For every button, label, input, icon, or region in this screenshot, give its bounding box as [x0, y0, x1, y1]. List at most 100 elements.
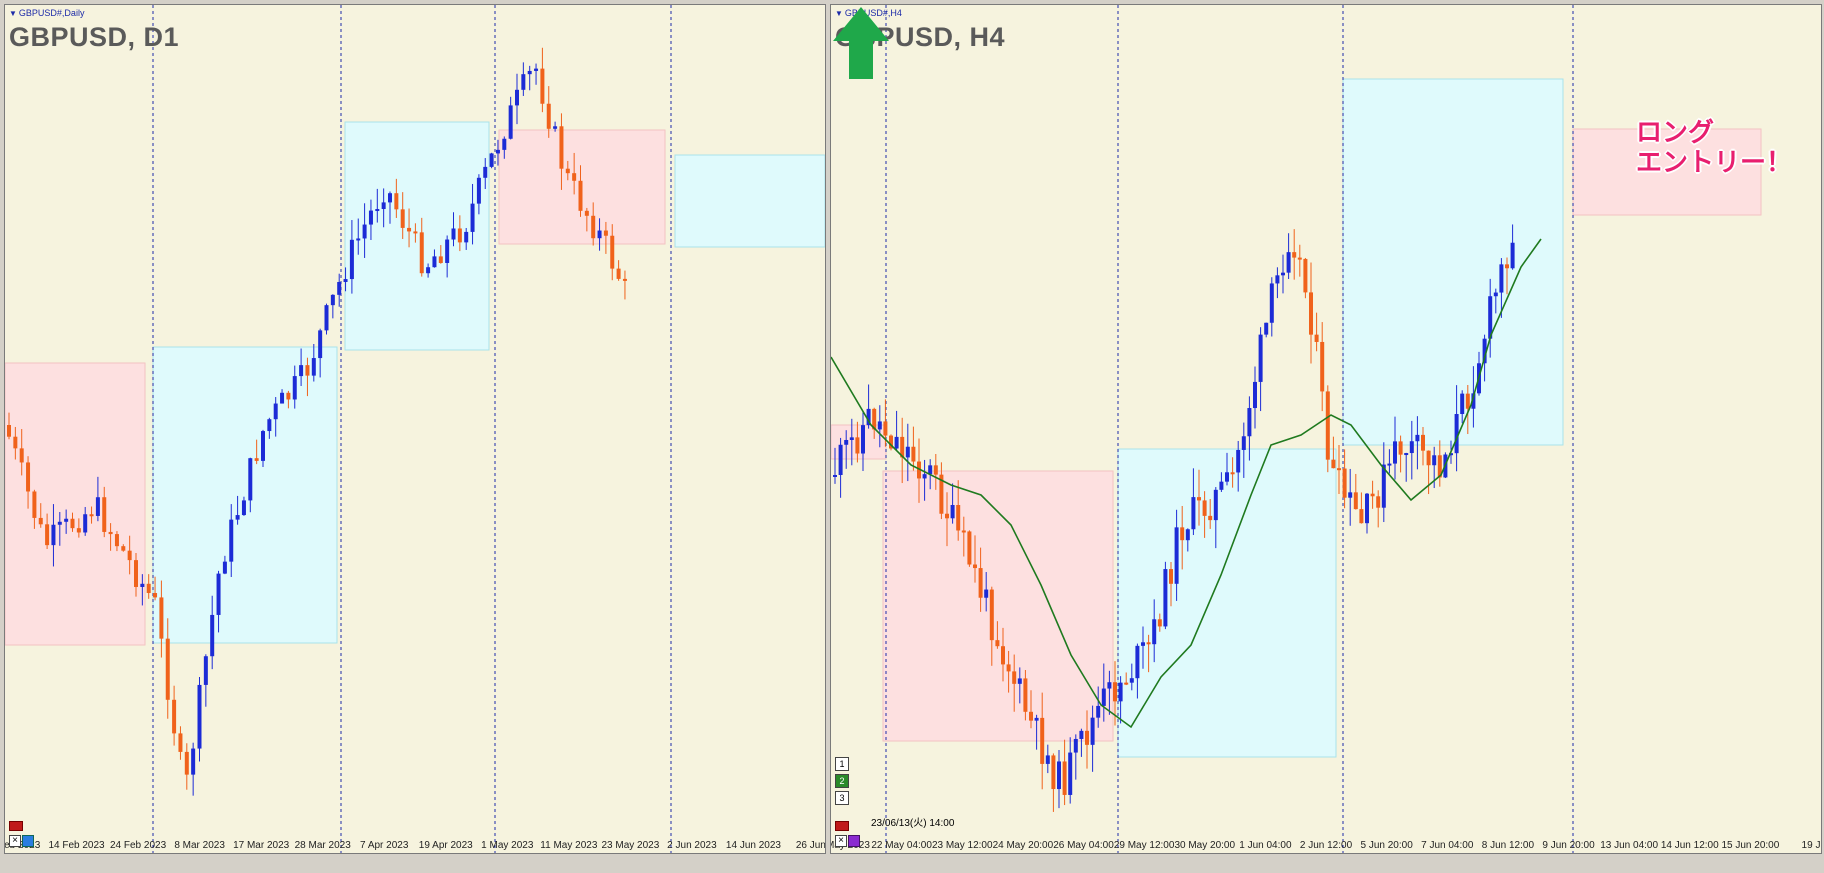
candle-bear: [134, 560, 138, 587]
time-axis-label: 5 Jun 20:00: [1360, 840, 1413, 851]
candle-bear: [172, 699, 177, 734]
close-icon[interactable]: ×: [9, 835, 21, 847]
candle-bull: [495, 149, 500, 154]
candle-bull: [267, 419, 272, 432]
candle-bear: [114, 534, 119, 547]
h4-chart-window[interactable]: ▼GBPUSD#,H4 GBPUSD, H4 18 May 202322 May…: [830, 4, 1822, 854]
up-arrow-icon: [833, 7, 889, 79]
time-axis-label: 1 Jun 04:00: [1239, 840, 1292, 851]
candle-bull: [95, 497, 100, 516]
candle-bear: [1230, 472, 1235, 475]
candle-bear: [19, 448, 24, 463]
candle-bear: [978, 568, 983, 598]
candle-bear: [855, 437, 860, 454]
h4-chart-canvas[interactable]: [831, 5, 1821, 853]
candle-bear: [108, 531, 113, 535]
candle-bear: [45, 524, 50, 546]
candle-bull: [445, 239, 450, 263]
zone-buy-3: [1342, 78, 1564, 446]
collapse-triangle-icon[interactable]: ▼: [9, 9, 17, 18]
nav-button-2[interactable]: 2: [835, 774, 849, 788]
candle-bull: [527, 70, 532, 75]
candle-bear: [1376, 496, 1381, 508]
candle-bull: [1269, 283, 1274, 323]
candle-bull: [229, 519, 234, 562]
candle-bull: [1225, 472, 1229, 482]
candle-bull: [203, 656, 208, 685]
candle-bull: [381, 202, 386, 210]
time-axis-label: 14 Jun 12:00: [1660, 840, 1719, 851]
candle-bull: [1057, 761, 1061, 790]
candle-bear: [610, 235, 615, 269]
nav-button-1[interactable]: 1: [835, 757, 849, 771]
h4-indicator-icon[interactable]: [848, 835, 860, 847]
candle-bear: [1437, 455, 1442, 478]
close-icon[interactable]: ×: [835, 835, 847, 847]
candle-bear: [70, 518, 75, 529]
candle-bull: [476, 177, 481, 204]
candle-bull: [1236, 449, 1241, 473]
candle-bull: [273, 403, 278, 420]
candle-bear: [286, 392, 291, 400]
candle-bull: [833, 474, 837, 477]
time-axis-label: 1 May 2023: [481, 840, 534, 851]
daily-minimize-button[interactable]: [9, 821, 23, 831]
candle-bear: [121, 546, 126, 551]
collapse-triangle-icon[interactable]: ▼: [835, 9, 843, 18]
candle-bull: [1493, 292, 1498, 297]
candle-bull: [1096, 705, 1101, 718]
candle-bear: [1297, 257, 1302, 260]
candle-bull: [1135, 645, 1140, 679]
candle-bear: [146, 583, 151, 594]
time-axis-label: 24 Feb 2023: [109, 840, 167, 851]
h4-minimize-button[interactable]: [835, 821, 849, 831]
time-axis-label: 9 Jun 20:00: [1542, 840, 1595, 851]
time-axis-label: 13 Jun 04:00: [1600, 840, 1659, 851]
candle-bear: [559, 126, 564, 169]
candle-bear: [1146, 642, 1151, 645]
zone-sell-0: [5, 362, 146, 646]
nav-button-3[interactable]: 3: [835, 791, 849, 805]
candle-bull: [1404, 453, 1409, 456]
candle-bull: [866, 408, 871, 426]
daily-chart-canvas[interactable]: [5, 5, 825, 853]
time-axis-label: 14 Jun 2023: [725, 840, 781, 851]
time-axis-label: 2 Jun 2023: [667, 840, 717, 851]
candle-bull: [521, 74, 526, 90]
daily-symbol-title: GBPUSD, D1: [9, 22, 180, 52]
candle-bull: [292, 376, 297, 400]
candle-bull: [1073, 738, 1078, 753]
candle-bear: [1398, 441, 1403, 455]
candle-bear: [1426, 450, 1431, 466]
candle-bull: [515, 89, 519, 106]
daily-window-label: ▼ GBPUSD#,Daily: [9, 8, 85, 18]
candle-bear: [616, 268, 621, 279]
candle-bear: [945, 513, 949, 519]
candle-bull: [508, 105, 513, 139]
candle-bull: [1163, 569, 1168, 627]
candle-bear: [956, 504, 961, 531]
candle-bull: [51, 524, 56, 546]
candle-bear: [102, 497, 107, 532]
candle-bear: [1040, 717, 1045, 764]
candle-bear: [973, 564, 977, 569]
candle-bull: [362, 224, 367, 239]
time-axis-label: 11 May 2023: [540, 840, 598, 851]
candle-bear: [400, 209, 405, 228]
candle-bear: [1157, 619, 1162, 627]
candle-bear: [565, 168, 570, 174]
candle-bull: [1079, 730, 1084, 739]
candle-bear: [1292, 252, 1297, 258]
candle-bear: [419, 232, 424, 274]
candle-bull: [1090, 717, 1095, 745]
candle-bull: [1068, 752, 1073, 795]
candle-bear: [438, 256, 443, 263]
candle-bear: [1303, 258, 1308, 293]
daily-indicator-icon[interactable]: [22, 835, 34, 847]
candle-bull: [1471, 393, 1476, 409]
time-axis-label: 22 May 04:00: [871, 840, 932, 851]
candle-bull: [210, 614, 215, 657]
candle-bull: [1415, 434, 1420, 442]
candle-bull: [261, 431, 265, 461]
